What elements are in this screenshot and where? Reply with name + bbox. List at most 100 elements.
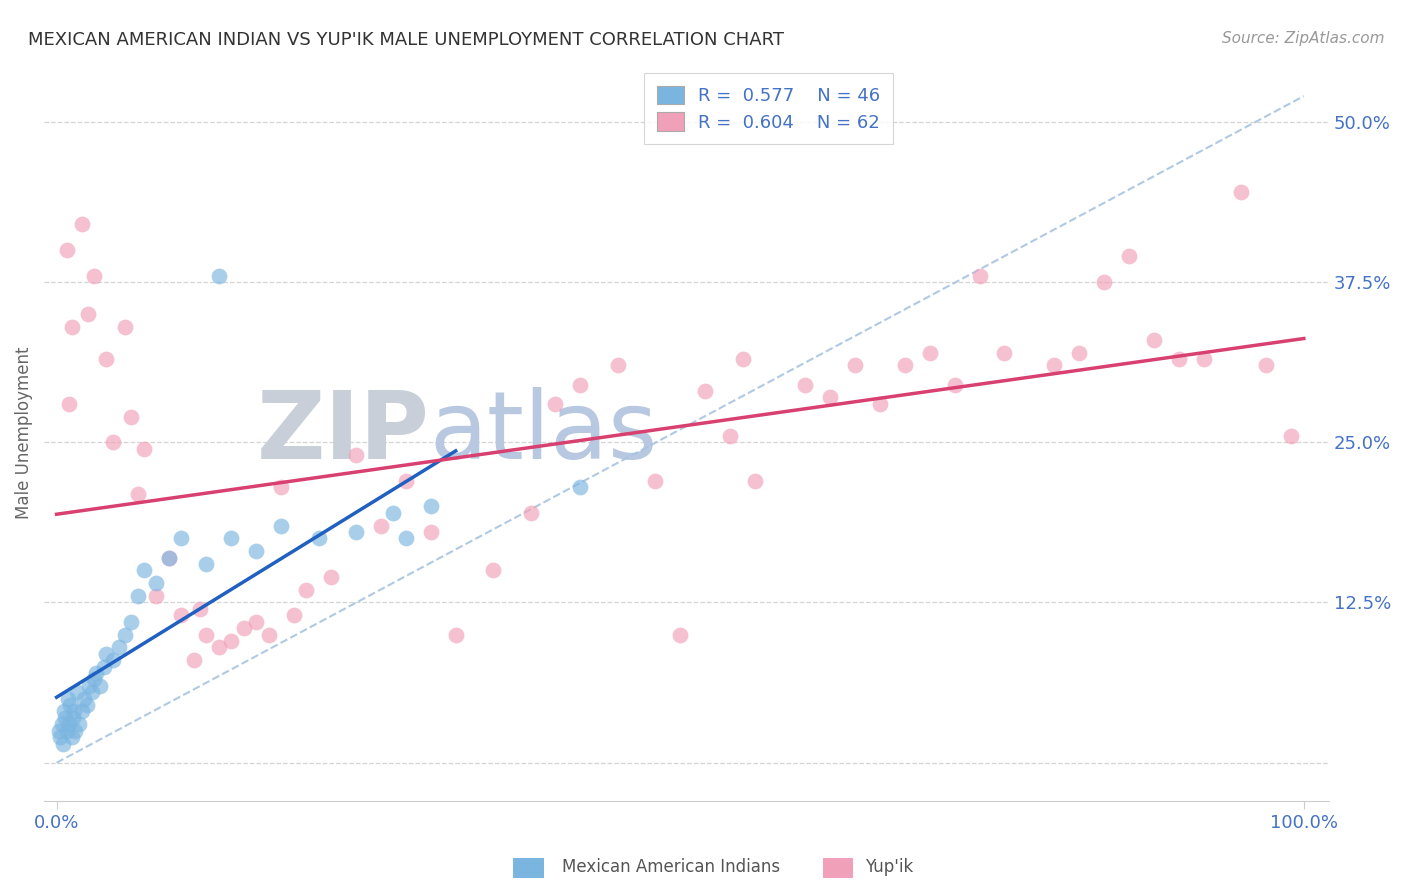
Point [731, 351, 754, 366]
Point [195, 627, 218, 641]
Point [65, 685, 87, 699]
Point [257, 627, 280, 641]
Point [219, 634, 242, 648]
Point [1118, 249, 1140, 263]
Point [869, 397, 891, 411]
Point [48, 723, 70, 738]
Point [569, 480, 592, 494]
Point [544, 397, 567, 411]
Point [53, 705, 76, 719]
Point [89, 679, 111, 693]
Point [519, 506, 541, 520]
Point [55, 723, 77, 738]
Point [1279, 429, 1302, 443]
Point [86, 665, 108, 680]
Point [96, 351, 118, 366]
Point [60, 730, 83, 744]
Point [444, 627, 467, 641]
Point [101, 653, 124, 667]
Point [718, 429, 741, 443]
Point [744, 474, 766, 488]
Point [232, 621, 254, 635]
Text: Source: ZipAtlas.com: Source: ZipAtlas.com [1222, 31, 1385, 46]
Point [419, 500, 441, 514]
Point [1256, 359, 1278, 373]
Point [395, 474, 418, 488]
Point [55, 243, 77, 257]
Point [482, 564, 505, 578]
Point [893, 359, 915, 373]
Point [695, 384, 717, 398]
Point [1192, 351, 1215, 366]
Point [127, 589, 149, 603]
Point [208, 640, 231, 655]
Point [344, 448, 367, 462]
Point [1069, 345, 1091, 359]
Point [114, 627, 136, 641]
Point [76, 698, 98, 712]
Point [219, 532, 242, 546]
Point [67, 717, 90, 731]
Point [283, 608, 305, 623]
Point [419, 524, 441, 539]
Text: atlas: atlas [429, 386, 658, 479]
Point [370, 518, 392, 533]
Point [58, 397, 80, 411]
Point [132, 442, 155, 456]
Point [96, 647, 118, 661]
Point [170, 608, 193, 623]
Point [1143, 333, 1166, 347]
Point [270, 480, 292, 494]
Point [993, 345, 1015, 359]
Point [319, 570, 342, 584]
Y-axis label: Male Unemployment: Male Unemployment [15, 346, 32, 519]
Point [76, 307, 98, 321]
Point [208, 268, 231, 283]
Point [120, 409, 142, 424]
Point [644, 474, 666, 488]
Point [120, 615, 142, 629]
Point [127, 486, 149, 500]
Point [83, 268, 105, 283]
Point [132, 564, 155, 578]
Point [1043, 359, 1066, 373]
Point [969, 268, 991, 283]
Point [308, 532, 330, 546]
Point [52, 737, 75, 751]
Point [344, 524, 367, 539]
Point [63, 705, 86, 719]
Point [245, 544, 267, 558]
Text: Yup'ik: Yup'ik [865, 858, 912, 876]
Point [114, 319, 136, 334]
Point [56, 691, 79, 706]
Point [73, 691, 96, 706]
Point [53, 711, 76, 725]
Point [80, 685, 103, 699]
Point [93, 659, 115, 673]
Point [943, 377, 966, 392]
Point [1092, 275, 1115, 289]
Point [70, 217, 93, 231]
Point [245, 615, 267, 629]
Point [108, 640, 131, 655]
Point [918, 345, 941, 359]
Point [62, 711, 84, 725]
Text: Mexican American Indians: Mexican American Indians [562, 858, 780, 876]
Point [1230, 186, 1253, 200]
Point [83, 673, 105, 687]
Point [157, 550, 180, 565]
Point [145, 576, 167, 591]
Point [1168, 351, 1191, 366]
Point [60, 319, 83, 334]
Point [669, 627, 692, 641]
Point [793, 377, 815, 392]
Point [70, 705, 93, 719]
Point [145, 589, 167, 603]
Point [65, 723, 87, 738]
Point [395, 532, 418, 546]
Point [51, 717, 73, 731]
Point [157, 550, 180, 565]
Text: MEXICAN AMERICAN INDIAN VS YUP'IK MALE UNEMPLOYMENT CORRELATION CHART: MEXICAN AMERICAN INDIAN VS YUP'IK MALE U… [28, 31, 785, 49]
Legend: R =  0.577    N = 46, R =  0.604    N = 62: R = 0.577 N = 46, R = 0.604 N = 62 [644, 73, 893, 145]
Point [183, 653, 205, 667]
